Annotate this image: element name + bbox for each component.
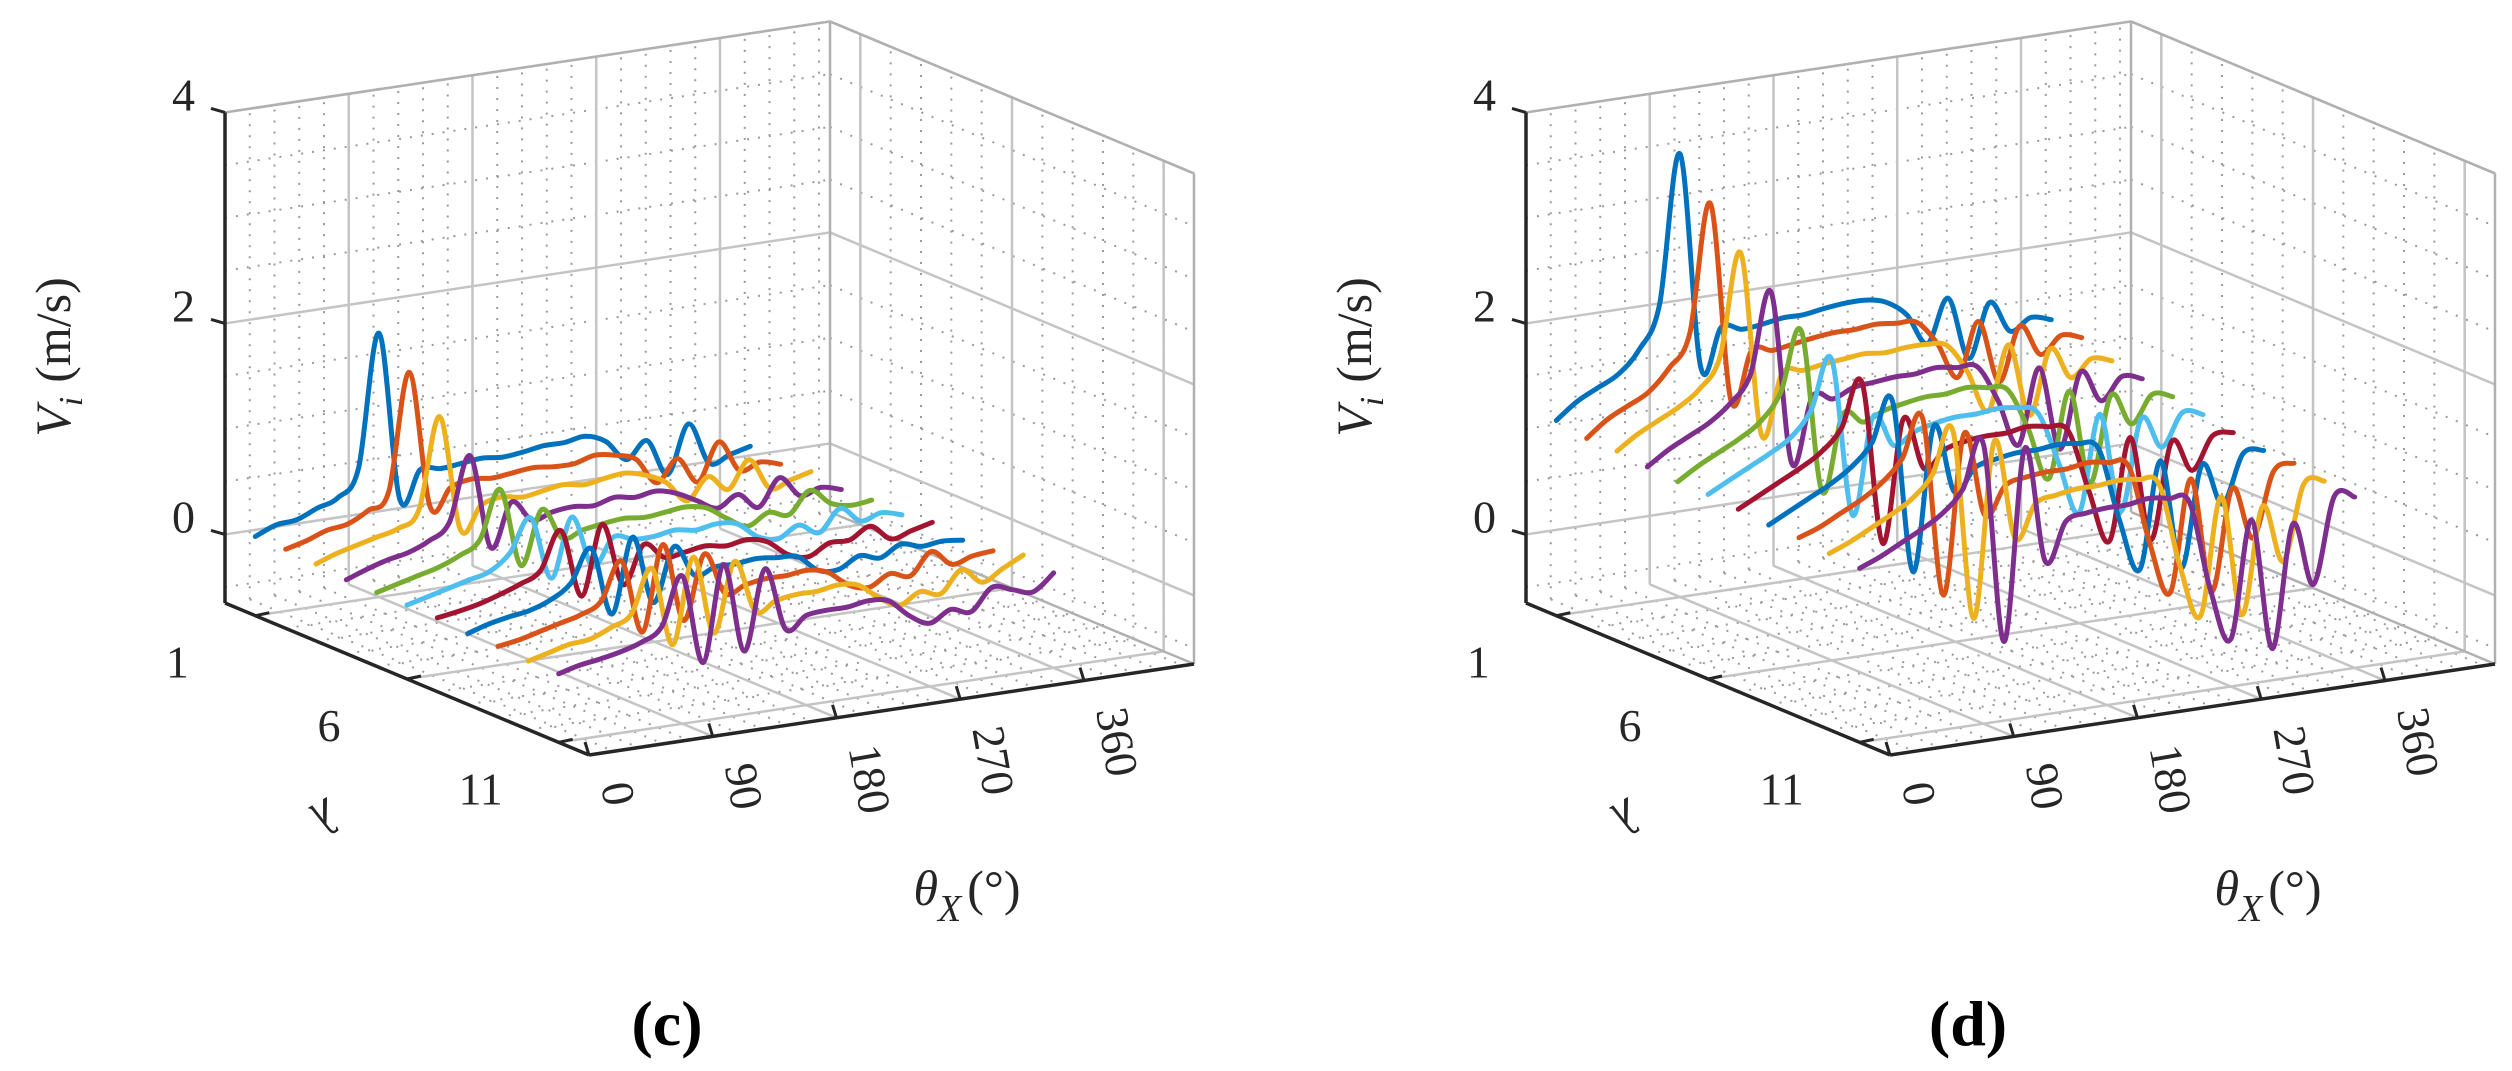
z-tick bbox=[1511, 528, 1527, 536]
minor-gridline bbox=[224, 284, 831, 378]
z-tick-label: 4 bbox=[172, 69, 195, 120]
y-axis-label: λ bbox=[301, 787, 349, 847]
x-tick-label: 90 bbox=[715, 759, 773, 813]
y-tick-label: 6 bbox=[318, 700, 341, 751]
series-line-lambda-4 bbox=[343, 453, 844, 583]
x-tick bbox=[831, 704, 838, 719]
x-axis-line bbox=[588, 662, 1195, 757]
x-tick-label: 270 bbox=[962, 722, 1024, 799]
x-axis-label: θX (°) bbox=[913, 860, 1020, 930]
series-line-lambda-8 bbox=[465, 534, 966, 637]
y-tick-label: 6 bbox=[1619, 700, 1642, 751]
box-edge bbox=[224, 20, 831, 114]
series-line-lambda-11 bbox=[556, 561, 1057, 677]
x-tick-label: 270 bbox=[2263, 722, 2325, 799]
minor-gridline bbox=[1525, 73, 2132, 167]
box-edge bbox=[829, 20, 1195, 175]
series-line-lambda-1 bbox=[252, 330, 753, 539]
minor-gridline bbox=[224, 125, 831, 219]
x-tick-label: 360 bbox=[1086, 703, 1148, 780]
axes: 0 2 4 1 6 11 0 90 180 270 360 bbox=[1467, 69, 2496, 818]
gridline bbox=[1525, 231, 2132, 325]
x-tick bbox=[2132, 704, 2139, 719]
y-tick bbox=[1707, 674, 1723, 681]
x-tick-label: 0 bbox=[1892, 778, 1946, 810]
y-tick bbox=[406, 674, 422, 681]
y-tick bbox=[558, 737, 573, 744]
z-tick bbox=[210, 528, 226, 536]
panel-label: (c) bbox=[631, 988, 702, 1059]
curves bbox=[1553, 151, 2358, 652]
z-tick-label: 0 bbox=[1473, 491, 1496, 542]
panel-label: (d) bbox=[1929, 988, 2007, 1059]
box-edge bbox=[2130, 510, 2496, 666]
series-line-lambda-3 bbox=[313, 414, 814, 567]
x-tick bbox=[707, 722, 715, 737]
z-tick-label: 4 bbox=[1473, 69, 1496, 120]
x-tick-label: 0 bbox=[591, 778, 645, 810]
series-line-lambda-10 bbox=[525, 552, 1026, 664]
x-tick-label: 90 bbox=[2016, 759, 2074, 813]
series-line-lambda-4 bbox=[1644, 287, 2145, 470]
chart-panel-c: 0 2 4 1 6 11 0 90 180 270 360 Vi(m/s) λ θX (°) (c) bbox=[25, 20, 1196, 1059]
series-line-lambda-2 bbox=[1584, 200, 2085, 441]
series-line-lambda-11 bbox=[1857, 435, 2358, 652]
labels: Vi(m/s) λ θX (°) (c) bbox=[25, 277, 1021, 1059]
z-axis-label: Vi(m/s) bbox=[25, 277, 90, 437]
series-line-lambda-9 bbox=[495, 541, 996, 649]
gridline bbox=[224, 231, 831, 325]
y-tick bbox=[255, 611, 270, 618]
x-tick bbox=[2008, 722, 2016, 737]
x-tick bbox=[1078, 667, 1086, 681]
minor-gridline bbox=[224, 178, 831, 272]
y-axis-label: λ bbox=[1602, 787, 1650, 847]
series-line-lambda-6 bbox=[404, 505, 905, 608]
z-axis-label: Vi(m/s) bbox=[1326, 277, 1391, 437]
x-tick bbox=[2379, 667, 2387, 681]
x-axis-label: θX (°) bbox=[2214, 860, 2321, 930]
y-tick bbox=[1859, 737, 1874, 744]
x-tick bbox=[1884, 741, 1892, 756]
box-edge bbox=[2130, 20, 2496, 175]
y-tick-label: 11 bbox=[1760, 763, 1804, 814]
gridline bbox=[1859, 650, 2465, 744]
x-tick-label: 180 bbox=[839, 741, 901, 818]
z-tick-label: 2 bbox=[172, 280, 195, 331]
chart-panel-d: 0 2 4 1 6 11 0 90 180 270 360 Vi(m/s) λ θX (°) (d) bbox=[1326, 20, 2497, 1059]
box-edge bbox=[1525, 20, 2132, 114]
gridline bbox=[558, 650, 1164, 744]
series-line-lambda-5 bbox=[374, 486, 875, 595]
minor-gridline bbox=[224, 73, 831, 167]
series-line-lambda-6 bbox=[1705, 354, 2206, 518]
z-tick-label: 0 bbox=[172, 491, 195, 542]
series-line-lambda-10 bbox=[1826, 423, 2327, 621]
y-tick-label: 11 bbox=[459, 763, 503, 814]
series-line-lambda-1 bbox=[1553, 151, 2054, 423]
x-tick bbox=[954, 685, 962, 700]
series-line-lambda-5 bbox=[1675, 325, 2176, 496]
x-tick bbox=[583, 741, 591, 756]
z-tick bbox=[210, 106, 226, 114]
y-tick-label: 1 bbox=[1467, 637, 1490, 688]
z-tick bbox=[1511, 317, 1527, 325]
series-line-lambda-2 bbox=[283, 369, 784, 552]
x-tick-label: 360 bbox=[2387, 703, 2449, 780]
minor-gridline bbox=[1525, 125, 2132, 219]
z-tick bbox=[1511, 106, 1527, 114]
grid bbox=[1524, 20, 2497, 757]
x-axis-line bbox=[1889, 662, 2496, 757]
z-tick bbox=[210, 317, 226, 325]
minor-gridline bbox=[224, 336, 831, 430]
x-tick bbox=[2255, 685, 2263, 700]
z-tick-label: 2 bbox=[1473, 280, 1496, 331]
curves bbox=[252, 330, 1057, 677]
minor-gridline bbox=[1525, 178, 2132, 272]
y-tick bbox=[1556, 611, 1571, 618]
x-tick-label: 180 bbox=[2140, 741, 2202, 818]
y-tick-label: 1 bbox=[166, 637, 189, 688]
